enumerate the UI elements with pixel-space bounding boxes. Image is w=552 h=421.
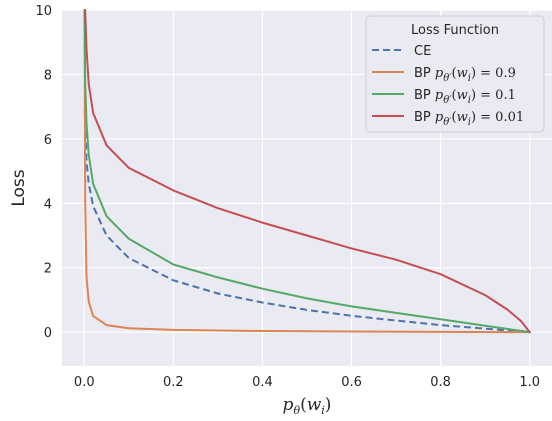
series-line-0 — [83, 109, 530, 334]
series-line-2 — [83, 9, 531, 334]
y-axis-ticks: 0 2 4 6 8 10 — [35, 4, 52, 341]
legend-label-3: BP pθ′(wi) = 0.01 — [414, 110, 524, 128]
x-axis-label: pθ(wi) — [283, 395, 332, 417]
x-tick-label: 0.8 — [430, 375, 451, 390]
x-tick-label: 0.2 — [163, 375, 184, 390]
legend: Loss Function CE BP pθ′(wi) = 0.9 BP pθ′(w… — [365, 15, 545, 133]
legend-label-0: CE — [414, 44, 431, 59]
x-axis-ticks: 0.0 0.2 0.4 0.6 0.8 1.0 — [74, 375, 540, 390]
y-tick-label: 0 — [44, 326, 52, 341]
y-tick-label: 10 — [35, 4, 52, 19]
y-tick-label: 8 — [44, 68, 52, 83]
series-line-1 — [83, 9, 531, 334]
y-tick-label: 6 — [44, 133, 52, 148]
series-line-3 — [84, 9, 531, 334]
curves — [83, 9, 531, 334]
legend-title: Loss Function — [411, 23, 499, 38]
y-tick-label: 2 — [44, 262, 52, 277]
legend-label-2: BP pθ′(wi) = 0.1 — [414, 88, 516, 106]
x-tick-label: 1.0 — [519, 375, 540, 390]
legend-label-1: BP pθ′(wi) = 0.9 — [414, 66, 516, 84]
y-tick-label: 4 — [44, 197, 52, 212]
x-tick-label: 0.4 — [252, 375, 273, 390]
y-axis-label: Loss — [9, 169, 29, 206]
x-tick-label: 0.0 — [74, 375, 95, 390]
legend-items: CE BP pθ′(wi) = 0.9 BP pθ′(wi) = 0.1 BP pθ′… — [372, 44, 524, 128]
legend-box — [365, 15, 545, 133]
x-tick-label: 0.6 — [341, 375, 362, 390]
